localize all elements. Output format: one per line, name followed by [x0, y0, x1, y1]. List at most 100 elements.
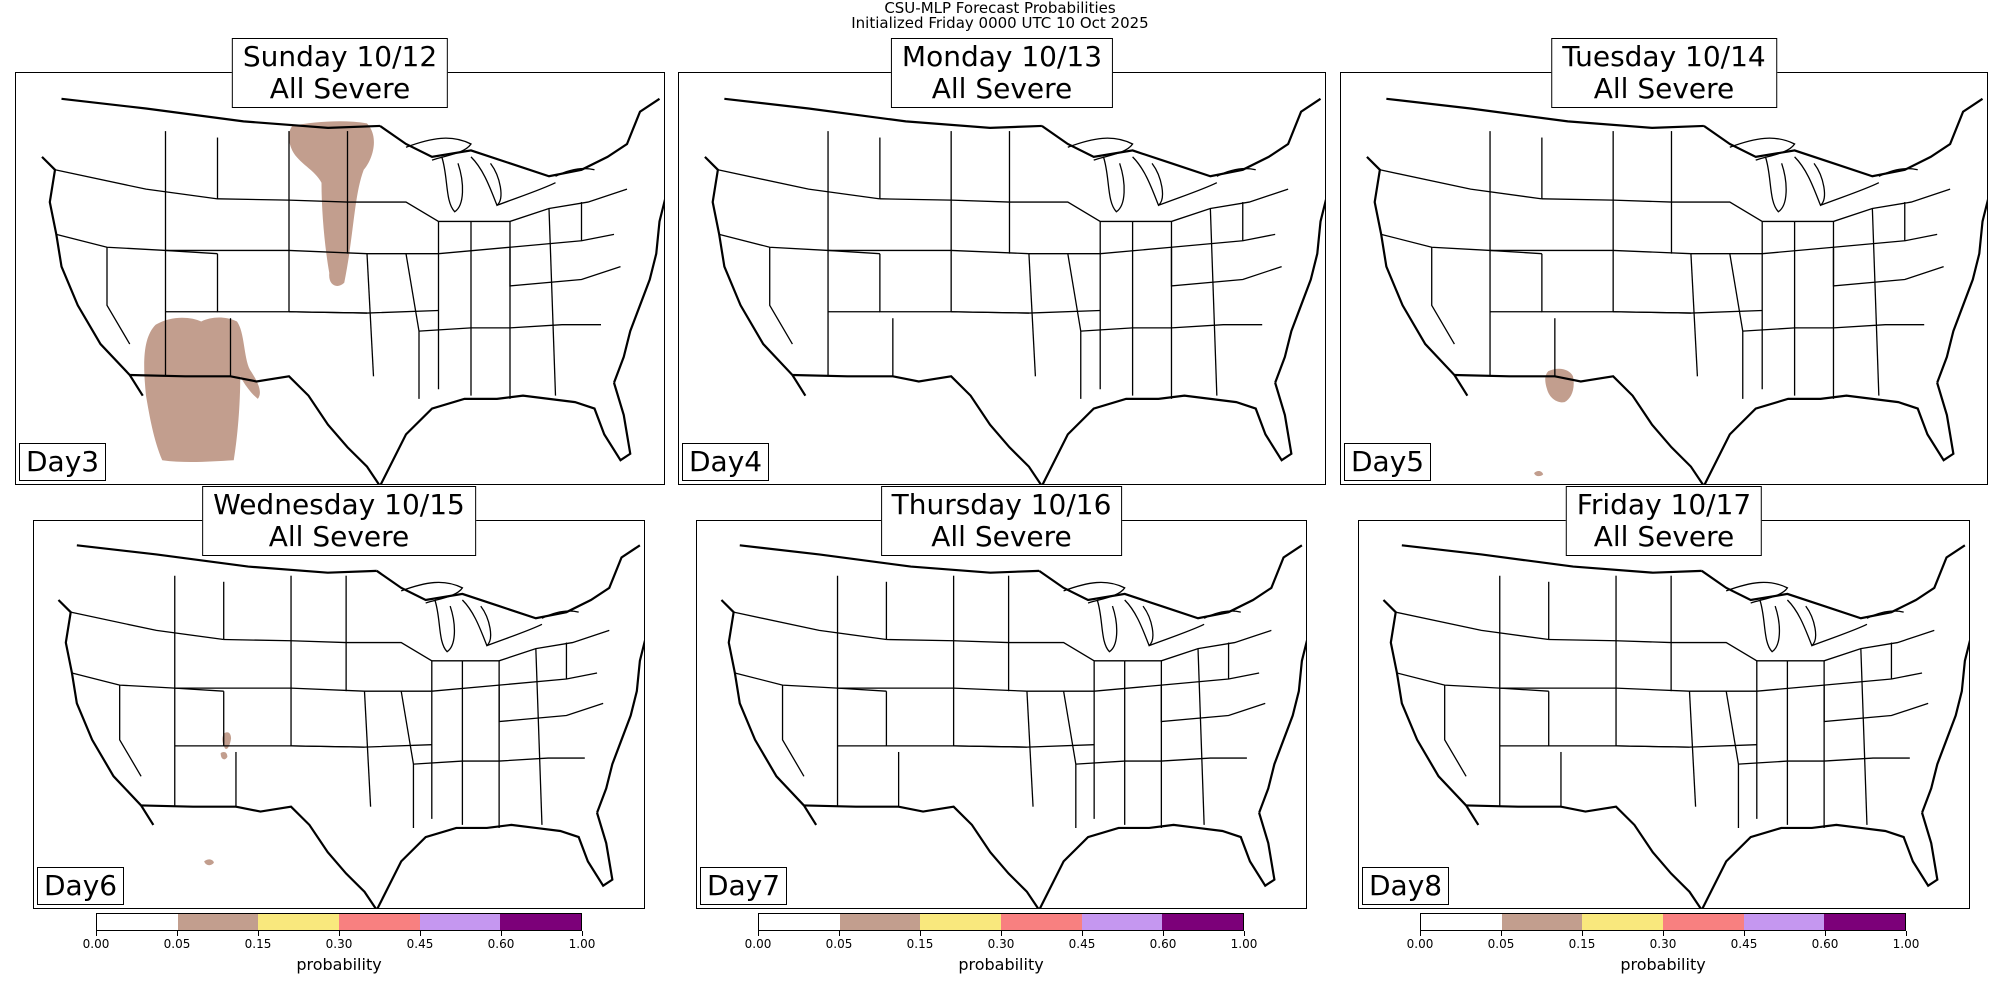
state-border [1738, 758, 1909, 764]
panel-title: Tuesday 10/14 All Severe [1551, 38, 1777, 108]
colorbar-tick [501, 931, 502, 936]
state-border [1076, 758, 1247, 764]
state-border [718, 170, 880, 199]
map-panel-day8: Day8 [1358, 520, 1970, 909]
state-border [1549, 640, 1671, 643]
state-border [1064, 582, 1125, 603]
state-border [1210, 209, 1216, 396]
state-border [1133, 157, 1163, 205]
state-border [107, 247, 130, 344]
colorbar-tick-label: 0.60 [1149, 937, 1177, 951]
state-border [1616, 746, 1689, 747]
colorbar-tick [1001, 931, 1002, 936]
colorbar-tick-label: 0.45 [406, 937, 434, 951]
state-border [1879, 169, 1918, 177]
state-border [1542, 254, 1762, 313]
state-border [435, 600, 455, 652]
state-border [1689, 691, 1695, 806]
colorbar-tick-label: 0.05 [825, 937, 853, 951]
panel-title-hazard: All Severe [931, 72, 1073, 105]
state-border [1103, 157, 1124, 212]
state-border [1787, 630, 1934, 660]
colorbar-segment [1501, 914, 1583, 930]
conus-map [16, 73, 665, 485]
coastline-border [1702, 813, 1938, 909]
colorbar-tick [1744, 931, 1745, 936]
colorbar-tick-label: 1.00 [1892, 937, 1920, 951]
day-label: Day8 [1362, 867, 1450, 905]
state-border [1671, 202, 1794, 221]
state-border [401, 691, 413, 828]
state-border [348, 202, 472, 221]
state-border [1432, 247, 1455, 344]
state-border [1671, 643, 1787, 661]
colorbar-tick-label: 0.15 [906, 937, 934, 951]
colorbar-segment [97, 914, 178, 930]
state-border [1171, 247, 1281, 286]
state-border [462, 600, 490, 646]
state-border [1691, 254, 1697, 377]
conus-map [34, 521, 645, 909]
state-border [1445, 685, 1466, 776]
coastline-border [377, 813, 613, 909]
colorbar-segment [500, 914, 582, 930]
colorbar-tick [839, 931, 840, 936]
state-border [346, 643, 462, 661]
coastline-border [1386, 99, 1704, 128]
state-border [1795, 157, 1825, 205]
state-border [224, 640, 346, 643]
state-border [549, 209, 556, 396]
coastline-border [1704, 383, 1953, 485]
coastline-border [1042, 99, 1321, 176]
state-border [719, 234, 880, 253]
coastline-border [380, 99, 660, 176]
colorbar-tick [1906, 931, 1907, 936]
coastline-border [1466, 805, 1702, 909]
state-border [55, 170, 218, 199]
panel-title: Thursday 10/16 All Severe [880, 486, 1123, 556]
coastline-border [740, 545, 1039, 572]
state-border [1689, 673, 1922, 691]
colorbar-segment [1162, 914, 1244, 930]
colorbar-tick-label: 0.60 [487, 937, 515, 951]
state-border [224, 691, 432, 747]
state-border [419, 325, 601, 331]
day-label: Day4 [682, 443, 770, 481]
state-border [1549, 691, 1757, 747]
colorbar-segment [419, 914, 501, 930]
day-label: Day3 [19, 443, 107, 481]
panel-title-date: Friday 10/17 [1576, 488, 1752, 521]
state-border [1760, 600, 1780, 652]
state-border [1730, 254, 1743, 399]
state-border [1821, 183, 1879, 206]
state-border [880, 254, 1100, 313]
day-label: Day7 [700, 867, 788, 905]
colorbar-segment [258, 914, 340, 930]
coastline-border [130, 375, 380, 485]
state-border [1765, 157, 1786, 212]
colorbar-tick-label: 0.15 [1568, 937, 1596, 951]
coastline-border [58, 600, 153, 825]
probability-area-sonora-speck [204, 859, 214, 866]
colorbar-tick [582, 931, 583, 936]
state-border [499, 685, 603, 721]
state-border [1029, 254, 1035, 377]
state-border [1009, 202, 1132, 221]
state-border [401, 582, 462, 603]
coastline-border [62, 99, 381, 128]
colorbar-tick [1501, 931, 1502, 936]
day-label: Day5 [1344, 443, 1432, 481]
coastline-border [1704, 99, 1983, 176]
state-border [1064, 691, 1076, 828]
colorbar-segment [839, 914, 921, 930]
coastline-border [1402, 545, 1702, 572]
coastline-border [721, 600, 816, 825]
colorbar-tick-label: 0.30 [325, 937, 353, 951]
state-border [510, 247, 621, 286]
coastline-border [614, 196, 665, 383]
coastline-border [1937, 196, 1988, 383]
colorbar-tick-label: 1.00 [1230, 937, 1258, 951]
coastline-border [141, 805, 377, 909]
colorbar-tick-label: 0.45 [1730, 937, 1758, 951]
state-border [56, 234, 217, 253]
